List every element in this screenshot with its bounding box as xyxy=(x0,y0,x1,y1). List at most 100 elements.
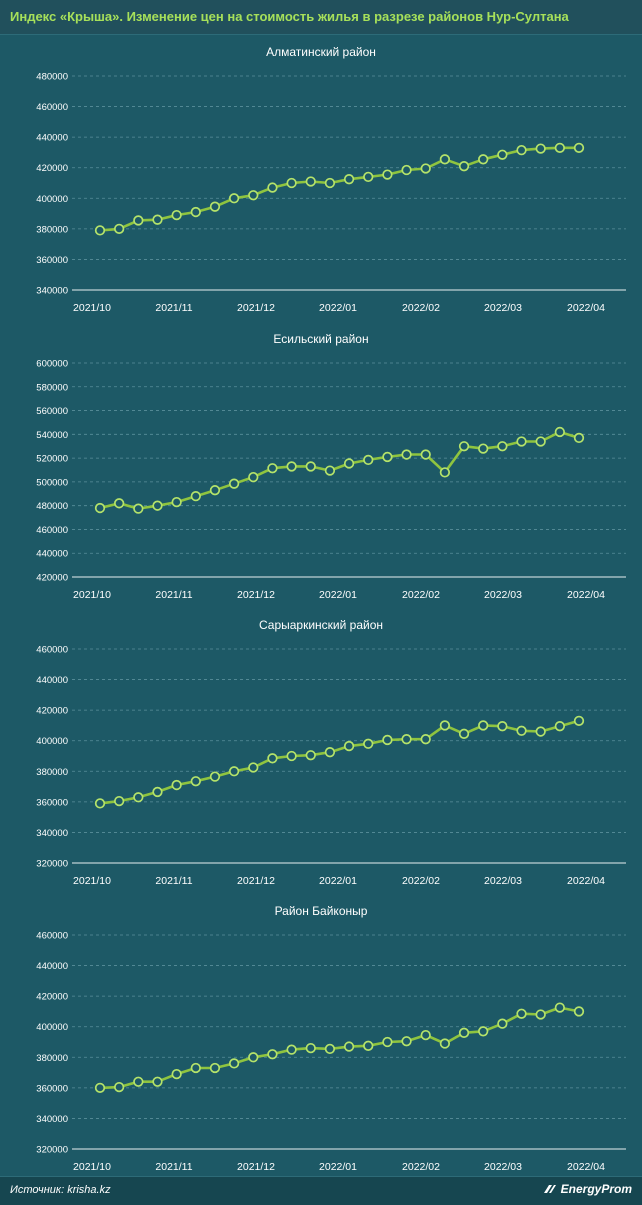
x-tick-label: 2021/12 xyxy=(237,1161,275,1173)
footer-bar: Источник: krisha.kz EnergyProm xyxy=(0,1176,642,1205)
data-point xyxy=(401,734,412,745)
data-point xyxy=(190,491,201,502)
data-point xyxy=(248,762,259,773)
data-point xyxy=(114,223,125,235)
line-chart: 320000 340000 360000 380000 400000 420000 4400… xyxy=(36,931,626,1173)
data-point xyxy=(152,786,163,798)
data-point xyxy=(114,498,125,509)
y-tick-label: 320000 xyxy=(36,1145,68,1156)
x-tick-label: 2022/04 xyxy=(567,1161,605,1173)
data-point xyxy=(324,1043,336,1055)
chart-title: Алматинский район xyxy=(266,45,376,59)
data-point xyxy=(94,502,106,514)
x-tick-label: 2022/04 xyxy=(567,589,605,601)
x-tick-label: 2022/01 xyxy=(319,302,357,314)
x-tick-label: 2021/11 xyxy=(155,1161,192,1173)
y-tick-label: 360000 xyxy=(36,255,68,266)
data-point xyxy=(248,1052,259,1063)
line-chart: 420000 440000 460000 480000 500000 520000 5400… xyxy=(36,359,626,601)
y-tick-label: 420000 xyxy=(36,706,68,717)
data-point xyxy=(554,721,565,732)
data-point xyxy=(190,776,201,787)
data-point xyxy=(554,426,565,438)
y-tick-label: 400000 xyxy=(36,736,68,747)
y-tick-label: 460000 xyxy=(36,525,68,536)
data-point xyxy=(420,449,431,460)
data-point xyxy=(382,451,393,463)
data-point xyxy=(228,478,240,489)
data-point xyxy=(343,458,355,469)
data-point xyxy=(516,1008,527,1019)
x-tick-label: 2021/11 xyxy=(155,875,192,887)
x-tick-label: 2021/11 xyxy=(155,302,192,314)
data-point xyxy=(171,1068,182,1080)
data-point xyxy=(363,738,374,749)
data-point xyxy=(401,449,412,460)
chart-panel: Алматинский район 340000 360000 380000 40000… xyxy=(0,40,642,315)
data-point xyxy=(248,471,259,483)
data-point xyxy=(458,161,470,172)
y-tick-label: 440000 xyxy=(36,961,68,972)
data-point xyxy=(458,728,470,739)
y-tick-label: 440000 xyxy=(36,549,68,560)
header-bar: Индекс «Крыша». Изменение цен на стоимос… xyxy=(0,0,642,35)
y-tick-label: 520000 xyxy=(36,454,68,465)
y-tick-label: 580000 xyxy=(36,382,68,393)
series-line xyxy=(99,430,580,510)
data-point xyxy=(497,149,508,160)
x-tick-label: 2021/11 xyxy=(155,589,192,601)
data-point xyxy=(286,750,297,762)
data-point xyxy=(516,725,527,736)
data-point xyxy=(152,500,163,511)
data-point xyxy=(458,441,470,452)
data-point xyxy=(535,726,546,737)
data-point xyxy=(554,1002,565,1013)
series-line xyxy=(99,146,579,232)
x-tick-label: 2022/01 xyxy=(319,875,357,887)
line-chart: 320000 340000 360000 380000 400000 420000 4400… xyxy=(36,645,626,887)
x-tick-label: 2022/02 xyxy=(402,875,440,887)
data-point xyxy=(478,1026,489,1037)
data-point xyxy=(535,1009,546,1020)
y-tick-label: 420000 xyxy=(36,163,68,174)
y-tick-label: 320000 xyxy=(36,859,68,870)
x-tick-label: 2021/10 xyxy=(73,589,111,601)
data-point xyxy=(133,792,144,803)
page-title: Индекс «Крыша». Изменение цен на стоимос… xyxy=(10,9,569,24)
data-point xyxy=(94,225,106,236)
y-tick-label: 360000 xyxy=(36,1083,68,1094)
y-tick-label: 480000 xyxy=(36,501,68,512)
data-point xyxy=(228,766,240,777)
x-tick-label: 2022/04 xyxy=(567,302,605,314)
data-point xyxy=(535,436,546,447)
chart-title: Район Байконыр xyxy=(274,904,368,918)
y-tick-label: 440000 xyxy=(36,133,68,144)
y-tick-label: 440000 xyxy=(36,675,68,686)
data-point xyxy=(439,1038,451,1049)
x-tick-label: 2021/10 xyxy=(73,302,111,314)
x-tick-label: 2022/03 xyxy=(484,1161,522,1173)
y-tick-label: 460000 xyxy=(36,645,68,656)
data-point xyxy=(209,485,221,496)
data-point xyxy=(382,169,393,180)
data-point xyxy=(554,142,565,153)
data-point xyxy=(363,454,374,466)
data-point xyxy=(286,1044,297,1055)
data-point xyxy=(114,1081,125,1093)
data-point xyxy=(458,1027,470,1038)
data-point xyxy=(171,209,182,221)
logo-icon xyxy=(543,1185,556,1193)
y-tick-label: 340000 xyxy=(36,286,68,297)
data-point xyxy=(343,740,355,752)
data-point xyxy=(267,753,278,764)
data-point xyxy=(516,436,527,447)
y-tick-label: 400000 xyxy=(36,1022,68,1033)
y-tick-label: 560000 xyxy=(36,406,68,417)
y-tick-label: 340000 xyxy=(36,828,68,839)
chart-panel: Район Байконыр 320000 340000 360000 380000 40… xyxy=(0,899,642,1174)
chart-title: Есильский район xyxy=(273,332,369,346)
data-point xyxy=(478,443,489,454)
data-point xyxy=(94,798,106,809)
data-point xyxy=(248,190,259,201)
data-point xyxy=(573,432,585,444)
